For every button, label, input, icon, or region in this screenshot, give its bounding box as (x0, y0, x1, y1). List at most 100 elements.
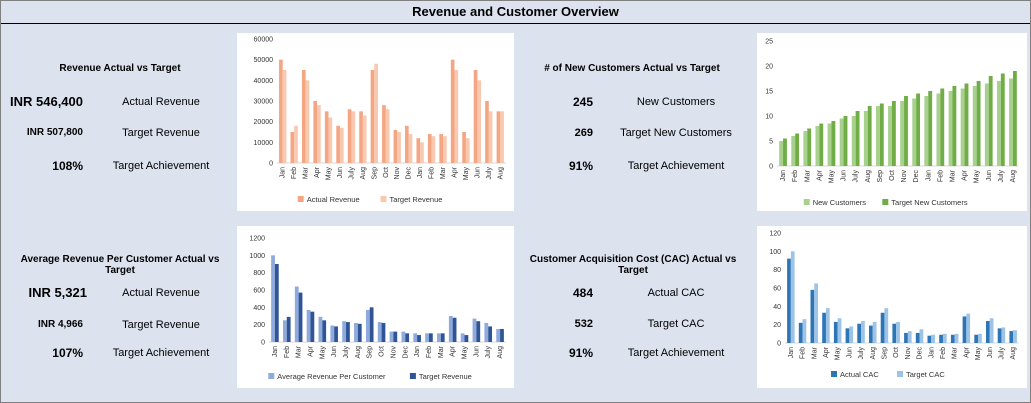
x-tick-label: July (485, 346, 492, 359)
bar (271, 255, 275, 342)
bar (393, 331, 398, 342)
bar (385, 109, 390, 163)
x-tick-label: Jan (928, 347, 935, 358)
bar (950, 334, 955, 343)
x-tick-label: Jun (473, 346, 480, 357)
y-tick-label: 100 (769, 249, 781, 256)
y-tick-label: 60000 (254, 37, 274, 44)
cac-achievement-label: Target Achievement (627, 347, 725, 359)
bar (413, 333, 418, 342)
x-tick-label: Apr (823, 346, 830, 358)
bar (454, 70, 459, 163)
bar (298, 292, 303, 342)
bar (989, 318, 994, 343)
x-tick-label: Mar (440, 166, 447, 179)
bar (791, 136, 796, 166)
revenue-chart-area: 0 10000 20000 30000 40000 50000 60000 Jan Feb Mar… (237, 33, 514, 211)
x-tick-label: Jun (331, 346, 338, 357)
bar (1009, 331, 1014, 343)
bar (819, 123, 824, 166)
bar (322, 320, 327, 342)
x-tick-label: Jan (417, 167, 424, 178)
bar (783, 138, 787, 166)
x-tick-label: May (462, 346, 469, 360)
bar (369, 307, 374, 342)
x-tick-label: Apr (816, 169, 823, 181)
bar (382, 105, 386, 163)
legend-label: Actual CAC (840, 370, 879, 379)
x-tick-label: Feb (284, 346, 291, 358)
x-tick-label: Feb (792, 170, 799, 182)
bar (305, 80, 310, 163)
x-tick-label: Jun (841, 170, 848, 181)
x-tick-label: Dec (402, 346, 409, 359)
arpc-target-label: Target Revenue (122, 319, 200, 331)
bar (324, 111, 329, 163)
x-tick-label: July (343, 346, 350, 359)
cac-chart-area: 0 20 40 60 80 100 120 Jan Feb Mar Apr May Jun July Aug… (757, 226, 1027, 388)
x-tick-label: Feb (429, 167, 436, 179)
bar (439, 134, 444, 163)
bar (431, 136, 436, 163)
x-tick-label: July (348, 167, 355, 180)
x-tick-label: Aug (870, 347, 877, 360)
bar (328, 117, 333, 163)
bar (357, 323, 362, 342)
revenue-achievement-label: Target Achievement (112, 160, 210, 172)
bar (978, 333, 982, 343)
y-tick-label: 20 (773, 322, 781, 329)
dashboard-title: Revenue and Customer Overview (1, 1, 1030, 24)
customers-actual-value: 245 (572, 95, 593, 109)
x-tick-label: Jan (280, 167, 287, 178)
bar (952, 86, 957, 166)
arpc-heading: Average Revenue Per Customer Actual vs T… (20, 254, 220, 276)
bar (974, 334, 979, 343)
bar (427, 134, 432, 163)
bar (425, 333, 429, 342)
bar (875, 106, 880, 166)
x-tick-label: Oct (889, 170, 896, 181)
bar (986, 321, 990, 343)
bar (997, 328, 1002, 343)
revenue-actual-label: Actual Revenue (122, 96, 200, 108)
bar (939, 334, 943, 343)
legend-label: Average Revenue Per Customer (277, 372, 386, 381)
bar (814, 283, 818, 343)
arpc-chart-area: 0 200 400 600 800 1000 1200 Jan Feb Mar Apr May Jun J… (237, 226, 514, 388)
bar (795, 133, 800, 166)
bar (359, 111, 363, 163)
bar (313, 101, 318, 163)
x-tick-label: Aug (360, 167, 367, 180)
y-tick-label: 15 (765, 89, 773, 96)
x-tick-label: Jun (474, 167, 481, 178)
legend-label: Target New Customers (891, 198, 968, 207)
bar (948, 91, 953, 166)
bar (334, 326, 338, 342)
bar (831, 121, 836, 166)
revenue-heading: Revenue Actual vs Target (59, 63, 181, 74)
cac-chart: 0 20 40 60 80 100 120 Jan Feb Mar Apr May Jun July Aug… (769, 231, 1019, 379)
x-tick-label: May (835, 347, 842, 361)
bar (488, 111, 493, 163)
legend-swatch (897, 371, 903, 377)
x-tick-label: May (974, 170, 981, 184)
x-tick-label: Oct (379, 346, 386, 357)
x-tick-label: Nov (394, 167, 401, 180)
bar (346, 322, 350, 342)
y-tick-label: 0 (777, 341, 781, 348)
bar (976, 81, 981, 166)
bar (1009, 78, 1013, 166)
x-tick-label: May (975, 347, 982, 361)
bar (919, 329, 924, 343)
bar (787, 258, 791, 343)
legend-swatch (297, 196, 304, 202)
bar (954, 333, 959, 343)
y-tick-label: 400 (253, 305, 265, 312)
bar (464, 335, 469, 342)
x-tick-label: Jan (272, 346, 279, 357)
x-tick-label: Oct (383, 167, 390, 178)
x-tick-label: Feb (800, 347, 807, 359)
bar (362, 115, 367, 163)
cac-actual-value: 484 (572, 286, 593, 300)
arpc-actual-value: INR 5,321 (28, 285, 87, 300)
